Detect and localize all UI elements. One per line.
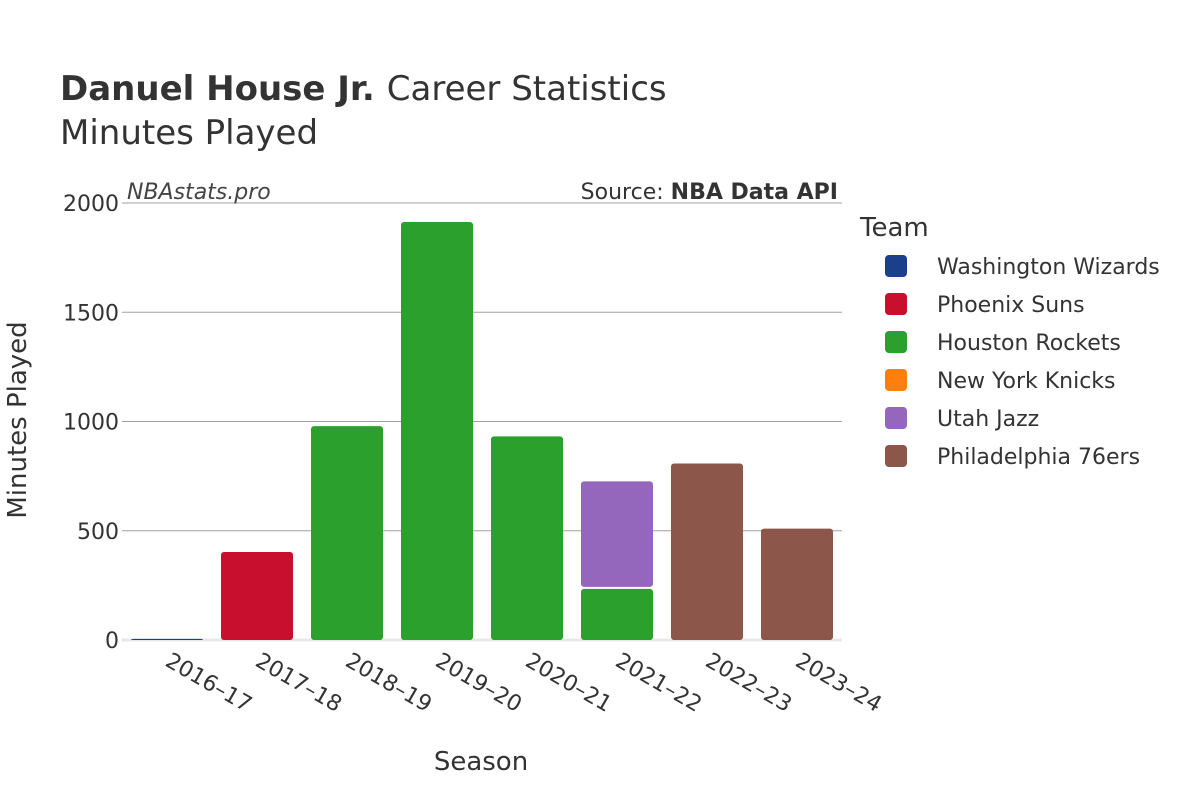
y-tick-label: 500: [77, 520, 119, 545]
bar-philadelphia-76ers-6: [671, 463, 743, 640]
source-prefix: Source:: [581, 180, 664, 205]
legend-label-utah-jazz: Utah Jazz: [937, 407, 1039, 432]
legend-label-philadelphia-76ers: Philadelphia 76ers: [937, 445, 1140, 470]
legend-items: Washington Wizards Phoenix Suns Houston Ro…: [885, 255, 1160, 470]
chart-subtitle: Minutes Played: [60, 113, 318, 153]
bar-houston-rockets-5: [581, 588, 653, 640]
bar-utah-jazz-5: [581, 481, 653, 587]
y-axis-title: Minutes Played: [3, 321, 33, 518]
legend-title: Team: [859, 213, 929, 243]
legend-swatch-new-york-knicks: [885, 369, 907, 391]
y-tick-label: 1500: [63, 301, 119, 326]
bar-layer: [131, 222, 833, 640]
bar-houston-rockets-4: [491, 436, 563, 640]
legend-swatch-washington-wizards: [885, 255, 907, 277]
y-tick-labels: 0 500 1000 1500 2000: [63, 192, 119, 654]
x-axis-title: Season: [434, 747, 528, 777]
y-tick-label: 1000: [63, 411, 119, 436]
y-tick-label: 2000: [63, 192, 119, 217]
chart-title: Danuel House Jr. Career Statistics: [60, 69, 667, 109]
y-tick-label: 0: [105, 629, 119, 654]
legend: Team Washington Wizards Phoenix Suns Houst…: [859, 213, 1160, 470]
legend-swatch-utah-jazz: [885, 407, 907, 429]
legend-label-phoenix-suns: Phoenix Suns: [937, 293, 1085, 318]
x-tick-label: 2019–20: [431, 649, 526, 718]
x-tick-label: 2018–19: [341, 649, 436, 718]
source-name: NBA Data API: [671, 180, 838, 205]
bar-washington-wizards-0: [131, 638, 203, 640]
x-tick-label: 2020–21: [521, 649, 616, 718]
bar-phoenix-suns-1: [221, 551, 293, 640]
legend-swatch-phoenix-suns: [885, 293, 907, 315]
title-suffix: Career Statistics: [387, 69, 667, 109]
x-tick-label: 2022–23: [701, 649, 796, 718]
legend-swatch-houston-rockets: [885, 331, 907, 353]
x-tick-label: 2016–17: [161, 649, 256, 718]
x-tick-labels: 2016–172017–182018–192019–202020–212021–…: [161, 649, 886, 718]
bar-houston-rockets-3: [401, 222, 473, 640]
legend-label-houston-rockets: Houston Rockets: [937, 331, 1121, 356]
legend-label-new-york-knicks: New York Knicks: [937, 369, 1116, 394]
bar-philadelphia-76ers-7: [761, 528, 833, 640]
bar-houston-rockets-2: [311, 426, 383, 640]
x-tick-label: 2023–24: [791, 649, 886, 718]
player-name: Danuel House Jr.: [60, 69, 375, 109]
x-tick-label: 2021–22: [611, 649, 706, 718]
watermark: NBAstats.pro: [127, 180, 271, 205]
legend-label-washington-wizards: Washington Wizards: [937, 255, 1160, 280]
source-credit: Source: NBA Data API: [581, 180, 838, 205]
x-tick-label: 2017–18: [251, 649, 346, 718]
legend-swatch-philadelphia-76ers: [885, 445, 907, 467]
